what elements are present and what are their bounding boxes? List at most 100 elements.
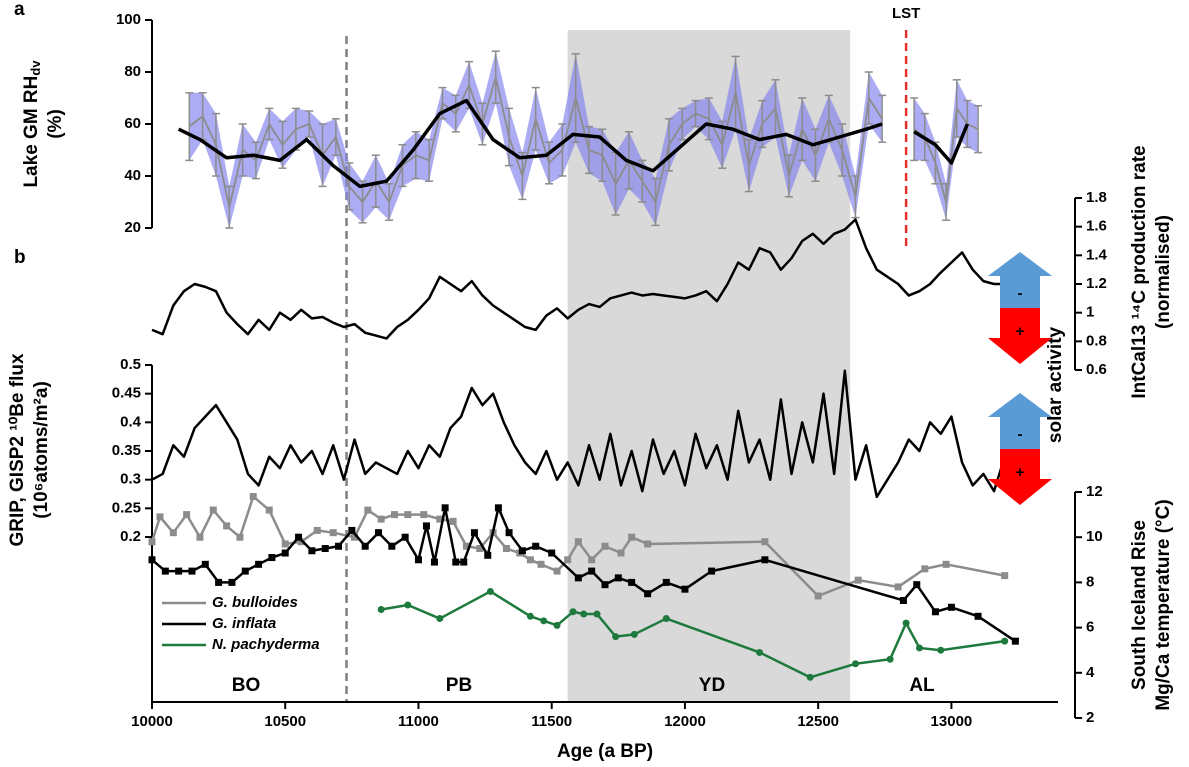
marker <box>375 529 382 537</box>
marker <box>265 506 273 514</box>
error-bar <box>545 141 554 185</box>
marker <box>931 608 939 616</box>
marker <box>460 558 468 566</box>
error-bar <box>185 92 194 162</box>
y-tick-label: 0.35 <box>112 442 141 459</box>
marker <box>913 581 921 589</box>
y-axis-title: Lake GM RHdv <box>21 60 43 188</box>
marker <box>505 529 513 537</box>
marker <box>537 560 545 568</box>
error-bar <box>385 183 394 221</box>
legend-label: N. pachyderma <box>212 636 320 653</box>
error-bar <box>718 120 727 169</box>
error-bar <box>225 185 234 229</box>
y-tick-label: 0.25 <box>112 499 141 516</box>
marker <box>223 522 231 530</box>
legend-label: G. bulloides <box>212 594 298 611</box>
marker <box>476 545 484 552</box>
marker <box>169 529 177 537</box>
x-tick-label: 13000 <box>931 713 973 730</box>
error-bar <box>651 177 660 227</box>
y-axis-title: Lake GM RH <box>21 76 42 188</box>
marker <box>236 533 244 541</box>
marker <box>553 621 561 629</box>
solar-label: solar activity <box>1045 326 1066 443</box>
marker <box>1011 637 1019 645</box>
error-bar <box>798 97 807 162</box>
marker <box>708 567 716 575</box>
solar-sign: - <box>1018 426 1023 443</box>
marker <box>806 673 814 681</box>
error-bar <box>784 154 793 198</box>
marker <box>486 587 494 595</box>
x-tick-label: 11000 <box>398 713 439 730</box>
x-axis-title: Age (a BP) <box>557 741 653 762</box>
marker <box>470 529 478 537</box>
zone-label: PB <box>446 675 472 696</box>
marker <box>580 610 588 618</box>
series-line <box>151 218 1005 340</box>
marker <box>593 610 601 618</box>
y-tick-label: 1 <box>1086 304 1094 321</box>
marker <box>351 533 359 541</box>
panel-label: a <box>14 0 25 20</box>
x-tick-label: 12500 <box>797 713 839 730</box>
marker <box>364 506 372 514</box>
marker <box>681 585 689 593</box>
marker <box>937 646 945 654</box>
y2-axis-title: Mg/Ca temperature (°C) <box>1153 499 1174 710</box>
y-tick-label: 6 <box>1086 619 1094 636</box>
error-bar <box>910 97 919 162</box>
marker <box>617 549 625 557</box>
y-tick-label: 8 <box>1086 573 1094 590</box>
marker <box>814 592 822 600</box>
marker <box>662 615 670 623</box>
error-bar <box>505 107 514 167</box>
marker <box>548 549 556 557</box>
marker <box>921 565 929 573</box>
marker <box>321 545 329 552</box>
marker <box>574 538 582 546</box>
y-tick-label: 10 <box>1086 528 1103 545</box>
error-bar <box>974 105 983 154</box>
marker <box>361 542 369 550</box>
marker <box>644 540 652 548</box>
error-bar <box>558 123 567 177</box>
y-tick-label: 0.8 <box>1086 332 1107 349</box>
solar-arrows: -+ <box>988 393 1052 505</box>
y2-axis-title: (normalised) <box>1153 215 1174 329</box>
marker <box>540 617 548 625</box>
error-bar <box>251 141 260 180</box>
error-bar <box>358 180 367 224</box>
lst-label: LST <box>892 5 920 22</box>
marker <box>436 515 444 523</box>
marker <box>377 515 385 523</box>
marker <box>462 542 470 550</box>
marker <box>614 574 622 582</box>
marker <box>851 660 859 668</box>
error-bar <box>425 138 434 182</box>
series-line <box>151 369 1006 499</box>
error-bar <box>678 107 687 141</box>
y-tick-label: 40 <box>124 167 141 184</box>
y-tick-label: 1.4 <box>1086 246 1108 263</box>
marker <box>854 576 862 584</box>
marker <box>308 547 316 555</box>
marker <box>196 533 204 541</box>
marker <box>899 596 907 604</box>
solar-sign: + <box>1016 323 1025 340</box>
y-tick-label: 100 <box>116 11 141 28</box>
marker <box>430 558 438 566</box>
marker <box>348 526 356 534</box>
y-tick-label: 2 <box>1086 709 1094 726</box>
marker <box>947 603 955 611</box>
marker <box>1001 637 1009 645</box>
marker <box>532 542 540 550</box>
marker <box>329 529 337 537</box>
y-tick-label: 1.2 <box>1086 275 1107 292</box>
error-bar <box>491 50 500 104</box>
marker <box>390 511 398 519</box>
marker <box>902 619 910 627</box>
error-bar <box>878 94 887 143</box>
error-bar <box>942 183 951 221</box>
